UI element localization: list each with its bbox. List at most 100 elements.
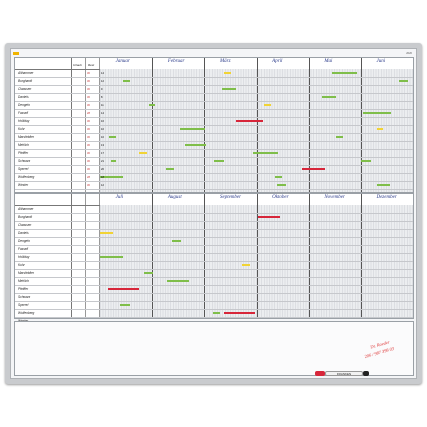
row-divider bbox=[15, 181, 413, 182]
marker-body[interactable]: FRANKEN bbox=[325, 371, 363, 376]
vacation-strip-green[interactable] bbox=[336, 136, 343, 138]
vacation-strip-yellow[interactable] bbox=[100, 232, 113, 234]
month-label: Mai bbox=[324, 59, 333, 64]
person-name: Schwarz bbox=[18, 295, 31, 299]
month-divider bbox=[152, 194, 154, 318]
vacation-strip-green[interactable] bbox=[100, 256, 124, 258]
urlaub-value: 30 bbox=[87, 160, 90, 163]
vacation-strip-red[interactable] bbox=[301, 168, 326, 170]
vacation-strip-green[interactable] bbox=[123, 80, 130, 82]
vacation-strip-green[interactable] bbox=[214, 160, 224, 162]
row-divider bbox=[15, 189, 413, 190]
person-name: Daniels bbox=[18, 95, 29, 99]
vacation-strip-green[interactable] bbox=[184, 144, 207, 146]
vacation-strip-yellow[interactable] bbox=[242, 264, 251, 266]
vacation-strip-green[interactable] bbox=[212, 312, 221, 314]
rest-value: 8 bbox=[101, 96, 103, 99]
vacation-strip-green[interactable] bbox=[222, 88, 237, 90]
vacation-strip-red[interactable] bbox=[107, 288, 140, 290]
rest-header: Rest bbox=[88, 63, 95, 67]
rest-value: 14 bbox=[101, 112, 104, 115]
row-divider bbox=[15, 285, 413, 286]
vacation-strip-green[interactable] bbox=[322, 96, 337, 98]
row-divider bbox=[15, 133, 413, 134]
row-divider bbox=[15, 301, 413, 302]
row-divider bbox=[15, 277, 413, 278]
vacation-strip-green[interactable] bbox=[148, 104, 155, 106]
vacation-strip-red[interactable] bbox=[258, 216, 280, 218]
person-name: Fassell bbox=[18, 247, 29, 251]
vacation-strip-green[interactable] bbox=[276, 184, 287, 186]
vacation-strip-green[interactable] bbox=[361, 160, 371, 162]
vacation-strip-red[interactable] bbox=[236, 120, 263, 122]
vacation-strip-green[interactable] bbox=[275, 176, 282, 178]
month-label: November bbox=[324, 195, 345, 200]
urlaub-value: 30 bbox=[87, 96, 90, 99]
month-label: April bbox=[272, 59, 283, 64]
rest-value: 14 bbox=[101, 72, 104, 75]
vacation-strip-red[interactable] bbox=[223, 312, 255, 314]
vacation-strip-green[interactable] bbox=[109, 136, 116, 138]
vacation-strip-green[interactable] bbox=[362, 112, 392, 114]
urlaub-value: 30 bbox=[87, 120, 90, 123]
notes-area[interactable]: Dr. Roeder 206 / 987 398 03 bbox=[14, 321, 414, 376]
person-name: Claassen bbox=[18, 223, 32, 227]
rest-value: 11 bbox=[101, 104, 104, 107]
vacation-strip-green[interactable] bbox=[120, 304, 130, 306]
urlaub-value: 30 bbox=[87, 184, 90, 187]
row-divider bbox=[15, 149, 413, 150]
person-name: Pfeiffer bbox=[18, 287, 29, 291]
board-surface: 2020 Urlaub Rest Januar Februar März April M… bbox=[10, 48, 417, 379]
row-divider bbox=[15, 261, 413, 262]
month-divider bbox=[256, 194, 258, 318]
vacation-strip-green[interactable] bbox=[377, 184, 390, 186]
row-divider bbox=[15, 245, 413, 246]
row-divider bbox=[15, 293, 413, 294]
rest-value: 21 bbox=[101, 160, 104, 163]
row-divider bbox=[15, 109, 413, 110]
person-name: Althammer bbox=[18, 207, 34, 211]
year-corner-label: 2020 bbox=[406, 52, 412, 55]
vacation-strip-green[interactable] bbox=[179, 128, 205, 130]
vacation-strip-yellow[interactable] bbox=[223, 72, 232, 74]
planner-panel-second-half: Juli August September Oktober November Dezemb… bbox=[14, 193, 414, 323]
urlaub-value: 30 bbox=[87, 152, 90, 155]
vacation-strip-green[interactable] bbox=[253, 152, 279, 154]
planner-board: 2020 Urlaub Rest Januar Februar März April M… bbox=[5, 43, 422, 384]
vacation-strip-green[interactable] bbox=[110, 160, 116, 162]
rest-value: 18 bbox=[101, 176, 104, 179]
vacation-strip-green[interactable] bbox=[143, 272, 154, 274]
urlaub-value: 30 bbox=[87, 128, 90, 131]
red-marker-cap[interactable] bbox=[315, 371, 325, 376]
row-divider bbox=[15, 117, 413, 118]
month-label: Juni bbox=[376, 59, 386, 64]
urlaub-value: 30 bbox=[87, 88, 90, 91]
row-divider bbox=[15, 157, 413, 158]
vacation-strip-yellow[interactable] bbox=[264, 104, 271, 106]
person-name: Holliday bbox=[18, 255, 30, 259]
month-label: Januar bbox=[115, 59, 130, 64]
vacation-strip-green[interactable] bbox=[167, 280, 190, 282]
row-divider bbox=[15, 237, 413, 238]
marker-tip[interactable] bbox=[363, 371, 369, 376]
month-label: Juli bbox=[115, 195, 124, 200]
month-divider bbox=[308, 194, 310, 318]
vacation-strip-green[interactable] bbox=[398, 80, 409, 82]
row-divider bbox=[15, 309, 413, 310]
vacation-strip-green[interactable] bbox=[165, 168, 174, 170]
person-name: Sperrel bbox=[18, 303, 29, 307]
person-name: Kuhr bbox=[18, 263, 25, 267]
person-name: Mehlich bbox=[18, 279, 29, 283]
vacation-strip-yellow[interactable] bbox=[139, 152, 147, 154]
rest-value: 20 bbox=[101, 168, 104, 171]
rest-value: 13 bbox=[101, 144, 104, 147]
vacation-strip-green[interactable] bbox=[331, 72, 357, 74]
person-name: Schwarz bbox=[18, 159, 31, 163]
urlaub-value: 30 bbox=[87, 168, 90, 171]
rest-value: 12 bbox=[101, 80, 104, 83]
urlaub-value: 30 bbox=[87, 136, 90, 139]
person-name: Althammer bbox=[18, 71, 34, 75]
vacation-strip-yellow[interactable] bbox=[377, 128, 384, 130]
vacation-strip-green[interactable] bbox=[100, 176, 124, 178]
vacation-strip-green[interactable] bbox=[171, 240, 182, 242]
